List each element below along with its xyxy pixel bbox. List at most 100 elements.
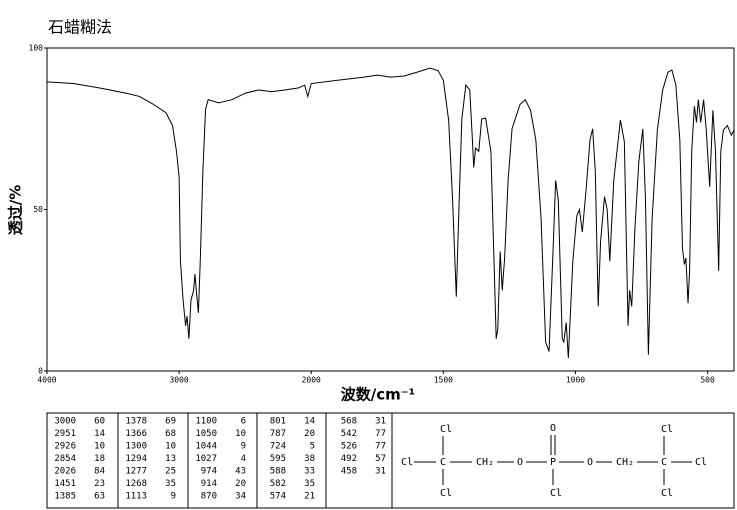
peak-transmittance: 60 — [94, 417, 105, 427]
x-axis-label: 波数/cm⁻¹ — [341, 386, 416, 404]
peak-wavenumber: 588 — [270, 467, 286, 477]
peak-wavenumber: 2926 — [54, 442, 76, 452]
atom: P — [550, 457, 556, 468]
peak-transmittance: 9 — [171, 492, 176, 502]
x-tick-label: 2000 — [302, 376, 321, 385]
peak-wavenumber: 1044 — [195, 442, 217, 452]
peak-wavenumber: 542 — [341, 429, 357, 439]
atom: Cl — [661, 424, 673, 435]
peak-transmittance: 63 — [94, 492, 105, 502]
peak-transmittance: 33 — [304, 467, 315, 477]
peak-transmittance: 34 — [235, 492, 246, 502]
peak-wavenumber: 2951 — [54, 429, 76, 439]
table-frame — [46, 412, 735, 509]
peak-transmittance: 13 — [165, 454, 176, 464]
peak-transmittance: 31 — [375, 467, 386, 477]
peak-wavenumber: 1451 — [54, 479, 76, 489]
chart-title: 石蜡糊法 — [48, 18, 112, 37]
peak-transmittance: 10 — [94, 442, 105, 452]
peak-transmittance: 25 — [165, 467, 176, 477]
peak-wavenumber: 574 — [270, 492, 286, 502]
peak-wavenumber: 1100 — [195, 417, 217, 427]
atom: O — [550, 423, 556, 434]
peak-wavenumber: 582 — [270, 479, 286, 489]
x-tick-label: 1500 — [434, 376, 453, 385]
peak-wavenumber: 1300 — [125, 442, 147, 452]
peak-transmittance: 10 — [165, 442, 176, 452]
y-tick-label: 50 — [33, 205, 43, 214]
peak-wavenumber: 1027 — [195, 454, 217, 464]
peak-wavenumber: 3000 — [54, 417, 76, 427]
peak-transmittance: 43 — [235, 467, 246, 477]
peak-wavenumber: 870 — [201, 492, 217, 502]
peak-wavenumber: 1385 — [54, 492, 76, 502]
peak-wavenumber: 914 — [201, 479, 217, 489]
y-axis-label: 透过/% — [7, 185, 25, 236]
peak-transmittance: 21 — [304, 492, 315, 502]
peak-transmittance: 9 — [241, 442, 246, 452]
atom: Cl — [440, 424, 452, 435]
peak-transmittance: 20 — [235, 479, 246, 489]
peak-wavenumber: 2026 — [54, 467, 76, 477]
peak-transmittance: 84 — [94, 467, 105, 477]
peak-wavenumber: 1268 — [125, 479, 147, 489]
peak-wavenumber: 974 — [201, 467, 217, 477]
peak-wavenumber: 458 — [341, 467, 357, 477]
peak-transmittance: 35 — [304, 479, 315, 489]
peak-transmittance: 18 — [94, 454, 105, 464]
peak-transmittance: 14 — [304, 417, 315, 427]
peak-transmittance: 77 — [375, 442, 386, 452]
atom: O — [517, 457, 523, 468]
y-tick-label: 0 — [38, 367, 43, 376]
peak-wavenumber: 492 — [341, 454, 357, 464]
peak-wavenumber: 1294 — [125, 454, 147, 464]
plot-frame — [46, 47, 735, 372]
peak-wavenumber: 1378 — [125, 417, 147, 427]
atom: Cl — [695, 457, 707, 468]
peak-transmittance: 5 — [310, 442, 315, 452]
atom: C — [661, 457, 667, 468]
x-tick-label: 4000 — [37, 376, 56, 385]
peak-transmittance: 31 — [375, 417, 386, 427]
peak-wavenumber: 526 — [341, 442, 357, 452]
atom: O — [587, 457, 593, 468]
peak-wavenumber: 801 — [270, 417, 286, 427]
atom: C — [440, 457, 446, 468]
peak-transmittance: 38 — [304, 454, 315, 464]
peak-transmittance: 4 — [241, 454, 246, 464]
peak-transmittance: 10 — [235, 429, 246, 439]
peak-table — [46, 412, 735, 509]
peak-wavenumber: 724 — [270, 442, 286, 452]
x-tick-label: 500 — [700, 376, 715, 385]
peak-transmittance: 57 — [375, 454, 386, 464]
peak-wavenumber: 568 — [341, 417, 357, 427]
x-tick-label: 1000 — [566, 376, 585, 385]
peak-wavenumber: 1277 — [125, 467, 147, 477]
peak-wavenumber: 595 — [270, 454, 286, 464]
peak-transmittance: 14 — [94, 429, 105, 439]
peak-wavenumber: 787 — [270, 429, 286, 439]
atom: Cl — [440, 488, 452, 499]
atom: CH₂ — [616, 457, 634, 468]
atom: CH₂ — [476, 457, 494, 468]
atom: Cl — [550, 488, 562, 499]
peak-transmittance: 77 — [375, 429, 386, 439]
peak-transmittance: 20 — [304, 429, 315, 439]
x-tick-label: 3000 — [169, 376, 188, 385]
spectrum-line — [46, 67, 735, 359]
peak-transmittance: 69 — [165, 417, 176, 427]
peak-transmittance: 6 — [241, 417, 246, 427]
y-tick-label: 100 — [29, 44, 44, 53]
atom: Cl — [401, 457, 413, 468]
peak-wavenumber: 2854 — [54, 454, 76, 464]
peak-transmittance: 35 — [165, 479, 176, 489]
peak-wavenumber: 1050 — [195, 429, 217, 439]
structure: Cl C CH₂ O P O CH₂ C Cl Cl Cl O Cl Cl Cl — [401, 423, 707, 499]
atom: Cl — [661, 488, 673, 499]
peak-wavenumber: 1113 — [125, 492, 147, 502]
peak-transmittance: 23 — [94, 479, 105, 489]
peak-wavenumber: 1366 — [125, 429, 147, 439]
peak-transmittance: 68 — [165, 429, 176, 439]
